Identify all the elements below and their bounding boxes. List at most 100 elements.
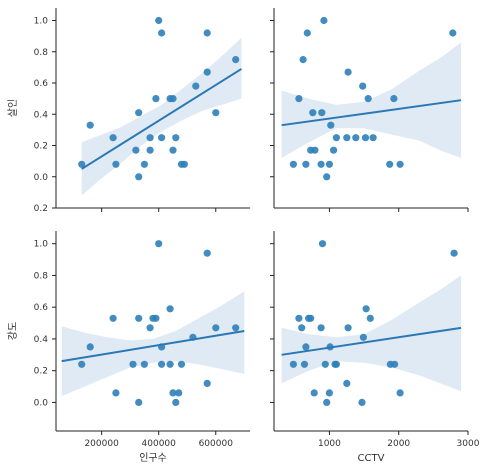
data-point: [386, 160, 394, 168]
data-point: [299, 56, 307, 64]
data-point: [129, 360, 137, 368]
data-point: [203, 29, 211, 37]
data-point: [155, 16, 163, 25]
data-point: [135, 398, 143, 406]
confidence-band: [81, 37, 242, 196]
data-point: [327, 121, 335, 129]
data-point: [158, 134, 166, 142]
data-point: [86, 343, 94, 351]
panel-2: [270, 8, 469, 212]
y-tick-label: 0.6: [34, 79, 49, 89]
x-axis-title: 인구수: [139, 452, 167, 464]
data-point: [109, 134, 117, 142]
y-tick-label: 0.8: [34, 48, 49, 58]
data-point: [396, 389, 404, 397]
confidence-band: [281, 275, 462, 392]
regression-line: [61, 330, 245, 363]
data-point: [78, 160, 86, 168]
x-axis-title: CCTV: [358, 453, 385, 464]
data-point: [302, 160, 310, 168]
y-tick-label: 0.2: [34, 204, 48, 214]
x-tick-label: 600000: [199, 439, 234, 449]
data-point: [344, 324, 352, 332]
data-point: [146, 134, 154, 142]
data-point: [364, 95, 372, 103]
data-point: [169, 95, 177, 103]
data-point: [203, 379, 211, 387]
data-point: [362, 305, 370, 313]
y-tick-label: 1.0: [34, 240, 49, 250]
x-tick-label: 200000: [84, 439, 119, 449]
data-point: [317, 160, 325, 168]
data-point: [332, 134, 340, 142]
data-point: [158, 360, 166, 368]
data-point: [172, 398, 180, 406]
data-point: [166, 360, 174, 368]
data-point: [302, 343, 310, 351]
data-point: [359, 333, 367, 341]
data-point: [232, 324, 240, 332]
data-point: [361, 134, 370, 142]
panel-3: 0.0 0.2 0.4 0.6 0.8 1.0 200000 400000 600000 강도인구…: [7, 231, 250, 464]
data-point: [232, 56, 240, 64]
data-point: [344, 68, 352, 76]
data-point: [78, 360, 86, 368]
data-point: [391, 360, 399, 368]
data-point: [192, 82, 200, 90]
data-point: [135, 314, 143, 322]
data-point: [212, 109, 220, 117]
y-tick-label: 0.2: [34, 142, 48, 152]
data-point: [343, 134, 351, 142]
data-point: [212, 324, 220, 332]
data-point: [169, 389, 177, 397]
x-tick-label: 400000: [142, 439, 177, 449]
y-axis-title: 강도: [7, 322, 19, 340]
x-tick-label: 3000: [457, 439, 480, 449]
data-point: [172, 134, 180, 142]
y-axis-title: 살인: [7, 99, 19, 117]
data-point: [309, 109, 317, 117]
data-point: [140, 360, 148, 368]
data-point: [321, 360, 329, 368]
y-tick-label: 0.4: [34, 110, 49, 120]
data-point: [132, 146, 140, 154]
data-point: [112, 160, 120, 168]
data-point: [135, 109, 143, 117]
data-point: [310, 389, 318, 397]
data-point: [146, 146, 154, 154]
data-point: [298, 324, 306, 332]
y-tick-label: 0.6: [34, 303, 49, 313]
data-point: [289, 360, 297, 368]
y-tick-label: 0.4: [34, 335, 49, 345]
data-point: [177, 360, 186, 368]
x-tick-label: 1000: [318, 439, 341, 449]
data-point: [343, 379, 351, 387]
data-point: [320, 16, 328, 25]
data-point: [109, 314, 117, 322]
data-point: [303, 29, 311, 37]
data-point: [318, 240, 327, 248]
data-point: [325, 389, 333, 397]
data-point: [317, 324, 325, 332]
data-point: [358, 398, 366, 406]
data-point: [169, 146, 177, 154]
y-tick-label: 0.0: [34, 173, 49, 183]
data-point: [152, 95, 160, 103]
data-point: [146, 324, 154, 332]
data-point: [289, 160, 297, 168]
data-point: [332, 360, 340, 368]
data-point: [295, 95, 303, 103]
data-point: [369, 134, 377, 142]
data-point: [366, 314, 374, 322]
data-point: [318, 109, 326, 117]
y-tick-label: 0.2: [34, 367, 48, 377]
data-point: [135, 173, 143, 181]
data-point: [450, 249, 458, 257]
data-point: [86, 121, 94, 129]
data-point: [158, 29, 166, 37]
regression-line: [81, 68, 242, 170]
data-point: [203, 68, 211, 76]
data-point: [112, 389, 120, 397]
data-point: [152, 314, 160, 322]
